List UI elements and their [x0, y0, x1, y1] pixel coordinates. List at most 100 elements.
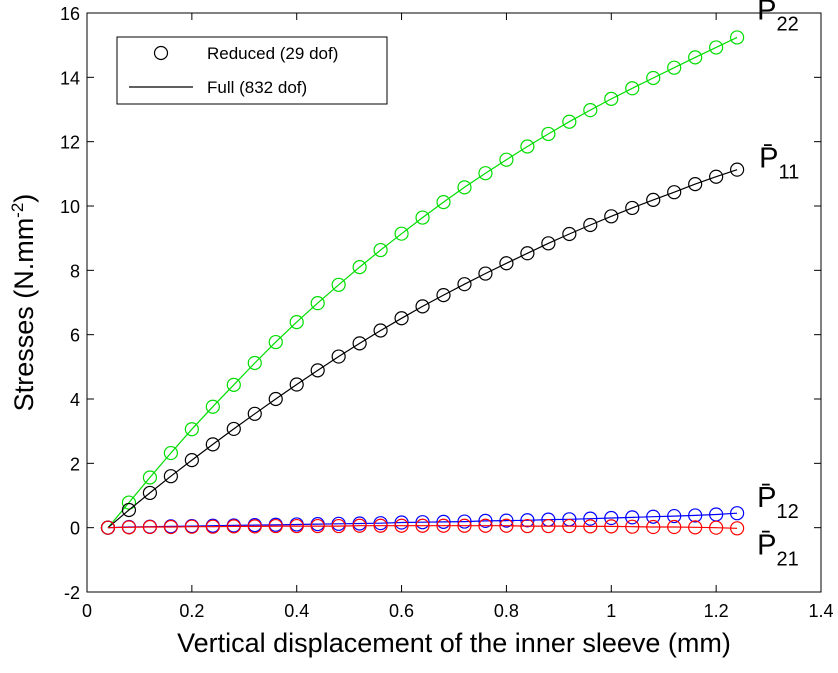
series-11 [100, 162, 745, 535]
data-point [541, 126, 556, 142]
series-label-sub: 21 [776, 548, 798, 570]
data-point [331, 349, 346, 364]
data-point [268, 518, 283, 534]
data-point [499, 518, 514, 533]
data-point [520, 518, 535, 534]
plot-area [86, 12, 822, 593]
data-point [562, 518, 577, 534]
data-point [520, 513, 535, 528]
data-point [625, 81, 640, 96]
data-point [604, 510, 619, 526]
data-point [730, 162, 745, 177]
series-label-sub: 11 [778, 162, 799, 184]
y-axis-label-sup: -2 [8, 203, 27, 218]
y-axis-label-close: ) [9, 194, 39, 203]
data-point [499, 513, 514, 528]
y-tick-label: 8 [70, 261, 80, 281]
data-point [205, 519, 220, 534]
data-point [184, 453, 199, 468]
data-point [352, 518, 367, 533]
series-22 [100, 30, 745, 535]
data-point [688, 50, 703, 65]
data-point [331, 277, 346, 292]
legend-circle-marker [153, 45, 169, 61]
data-point [373, 242, 388, 258]
data-point [457, 514, 472, 529]
x-tick-label: 0.8 [494, 601, 519, 621]
data-point [184, 422, 199, 437]
data-point [604, 209, 619, 224]
data-point [394, 515, 409, 530]
x-tick-label: 1.4 [808, 601, 833, 621]
data-point [688, 520, 703, 535]
data-point [163, 469, 178, 484]
data-point [415, 210, 430, 225]
data-point [667, 508, 682, 524]
data-point [226, 421, 241, 437]
series-label-main: P̄ [759, 143, 778, 175]
data-point [289, 315, 304, 330]
data-point [247, 519, 262, 534]
data-point [520, 246, 535, 261]
data-point [709, 169, 724, 184]
data-point [415, 518, 430, 533]
series-label-12: P̄12 [757, 482, 799, 523]
series-label-sub: 22 [776, 13, 798, 35]
data-point [709, 520, 724, 535]
legend: Reduced (29 dof) Full (832 dof) [116, 36, 388, 105]
data-point [436, 518, 451, 533]
data-point [142, 470, 158, 485]
data-point [667, 185, 682, 200]
series-line [107, 36, 738, 529]
series-label-22: P̄22 [757, 0, 799, 35]
y-tick-label: 2 [70, 454, 80, 474]
data-point [142, 519, 158, 535]
data-point [457, 180, 472, 195]
y-tick-label: 0 [70, 519, 80, 539]
data-point [331, 518, 346, 534]
data-point [100, 520, 116, 535]
series-label-main: P̄ [757, 529, 776, 561]
y-tick-label: 10 [60, 197, 80, 217]
data-point [226, 519, 241, 534]
series-label-main: P̄ [757, 0, 776, 26]
x-tick-label: 0.4 [284, 601, 309, 621]
data-point [247, 406, 262, 421]
series-label-21: P̄21 [757, 529, 799, 570]
data-point [520, 139, 535, 154]
y-axis-label: Stresses (N.mm-2) [8, 194, 39, 412]
data-point [289, 377, 304, 392]
data-point [436, 195, 451, 210]
data-point [163, 519, 178, 535]
data-point [310, 518, 325, 534]
legend-entry-label: Reduced (29 dof) [207, 44, 338, 63]
data-point [373, 323, 388, 338]
x-axis-label: Vertical displacement of the inner sleev… [177, 628, 731, 658]
series-21 [100, 518, 745, 536]
data-point [646, 509, 661, 524]
data-point [646, 192, 661, 207]
data-point [394, 226, 409, 241]
data-point [625, 519, 640, 534]
data-point [268, 334, 283, 350]
data-point [646, 519, 661, 535]
x-tick-label: 1.2 [704, 601, 729, 621]
series-line [107, 525, 738, 529]
series-label-sub: 12 [776, 501, 798, 523]
data-point [625, 510, 640, 525]
data-point [478, 166, 493, 181]
data-point [709, 40, 724, 55]
data-point [436, 514, 451, 529]
data-point [583, 217, 598, 233]
data-point [478, 266, 493, 281]
legend-box [116, 36, 388, 105]
series-label-11: P̄11 [759, 143, 799, 184]
data-point [541, 236, 556, 251]
y-tick-label: 16 [60, 4, 80, 24]
data-point [667, 60, 682, 75]
data-point [583, 519, 598, 534]
x-tick-label: 0.2 [179, 601, 204, 621]
data-point [121, 495, 137, 510]
data-point [646, 70, 661, 86]
